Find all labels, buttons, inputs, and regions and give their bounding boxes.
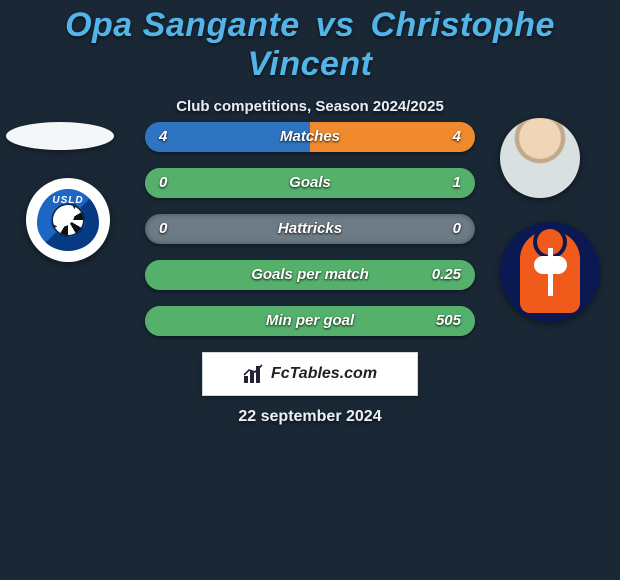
stat-value-right: 4	[453, 122, 461, 152]
stat-row: 505Min per goal	[145, 306, 475, 336]
stat-rows: 44Matches01Goals00Hattricks0.25Goals per…	[0, 122, 620, 352]
stat-row: 0.25Goals per match	[145, 260, 475, 290]
stat-fill-right	[310, 122, 475, 152]
brand-text: FcTables.com	[271, 365, 377, 383]
stat-label: Hattricks	[145, 214, 475, 244]
card-title: Opa Sangante vs Christophe Vincent	[0, 0, 620, 84]
stat-fill-right	[145, 306, 475, 336]
stat-fill-right	[145, 260, 475, 290]
stat-value-left: 4	[159, 122, 167, 152]
stat-value-right: 1	[453, 168, 461, 198]
bar-chart-icon	[243, 364, 265, 384]
stat-value-right: 0.25	[432, 260, 461, 290]
player1-name: Opa Sangante	[65, 6, 300, 44]
stat-fill-left	[145, 122, 310, 152]
stat-row: 0 0Hattricks	[145, 214, 475, 244]
brand-box: FcTables.com	[202, 352, 418, 396]
stat-row: 44Matches	[145, 122, 475, 152]
card-subtitle: Club competitions, Season 2024/2025	[0, 98, 620, 115]
card-date: 22 september 2024	[0, 408, 620, 426]
stat-fill-right	[145, 168, 475, 198]
stat-value-left: 0	[159, 168, 167, 198]
vs-label: vs	[316, 6, 355, 44]
stat-value-right: 505	[436, 306, 461, 336]
stat-value-left: 0	[159, 214, 167, 244]
stat-row: 01Goals	[145, 168, 475, 198]
stat-value-right: 0	[453, 214, 461, 244]
comparison-card: Opa Sangante vs Christophe Vincent Club …	[0, 0, 620, 580]
